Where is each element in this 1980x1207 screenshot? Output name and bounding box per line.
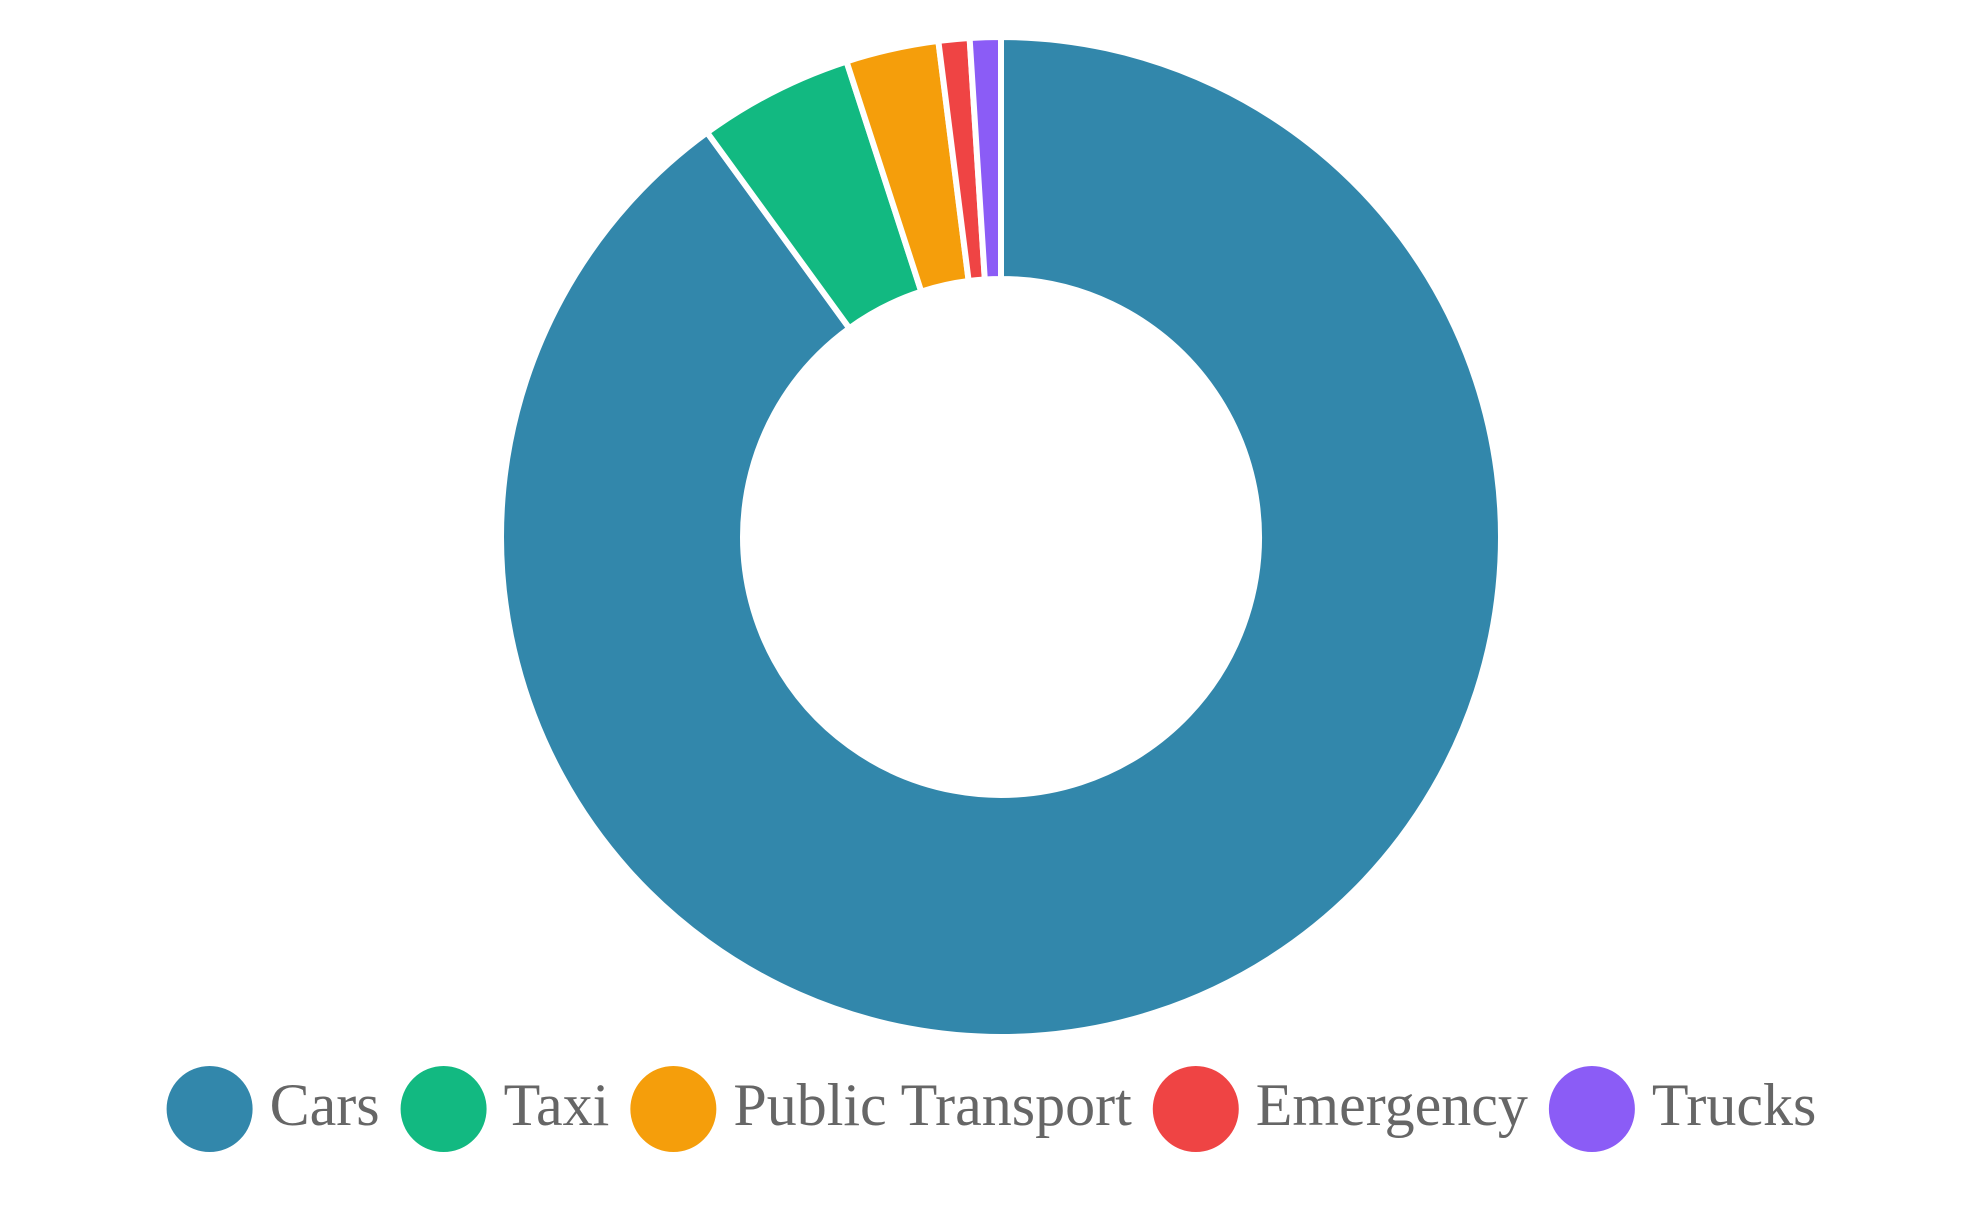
legend-swatch xyxy=(1146,1060,1245,1158)
legend-label: Trucks xyxy=(1652,1072,1817,1138)
legend-swatch xyxy=(624,1060,723,1158)
slice xyxy=(966,33,1004,283)
legend-label: Cars xyxy=(270,1072,380,1138)
legend-item[interactable]: Emergency xyxy=(1146,1060,1528,1158)
legend-swatch xyxy=(160,1060,259,1158)
legend-item[interactable]: Public Transport xyxy=(624,1060,1132,1158)
legend-item[interactable]: Cars xyxy=(160,1060,380,1158)
legend-swatch xyxy=(1542,1060,1641,1158)
legend-item[interactable]: Trucks xyxy=(1542,1060,1817,1158)
legend-label: Public Transport xyxy=(733,1072,1132,1138)
legend-label: Emergency xyxy=(1256,1072,1528,1138)
legend-label: Taxi xyxy=(504,1072,610,1138)
slice xyxy=(498,33,1504,1040)
legend-item[interactable]: Taxi xyxy=(394,1060,610,1158)
legend-swatch xyxy=(394,1060,493,1158)
